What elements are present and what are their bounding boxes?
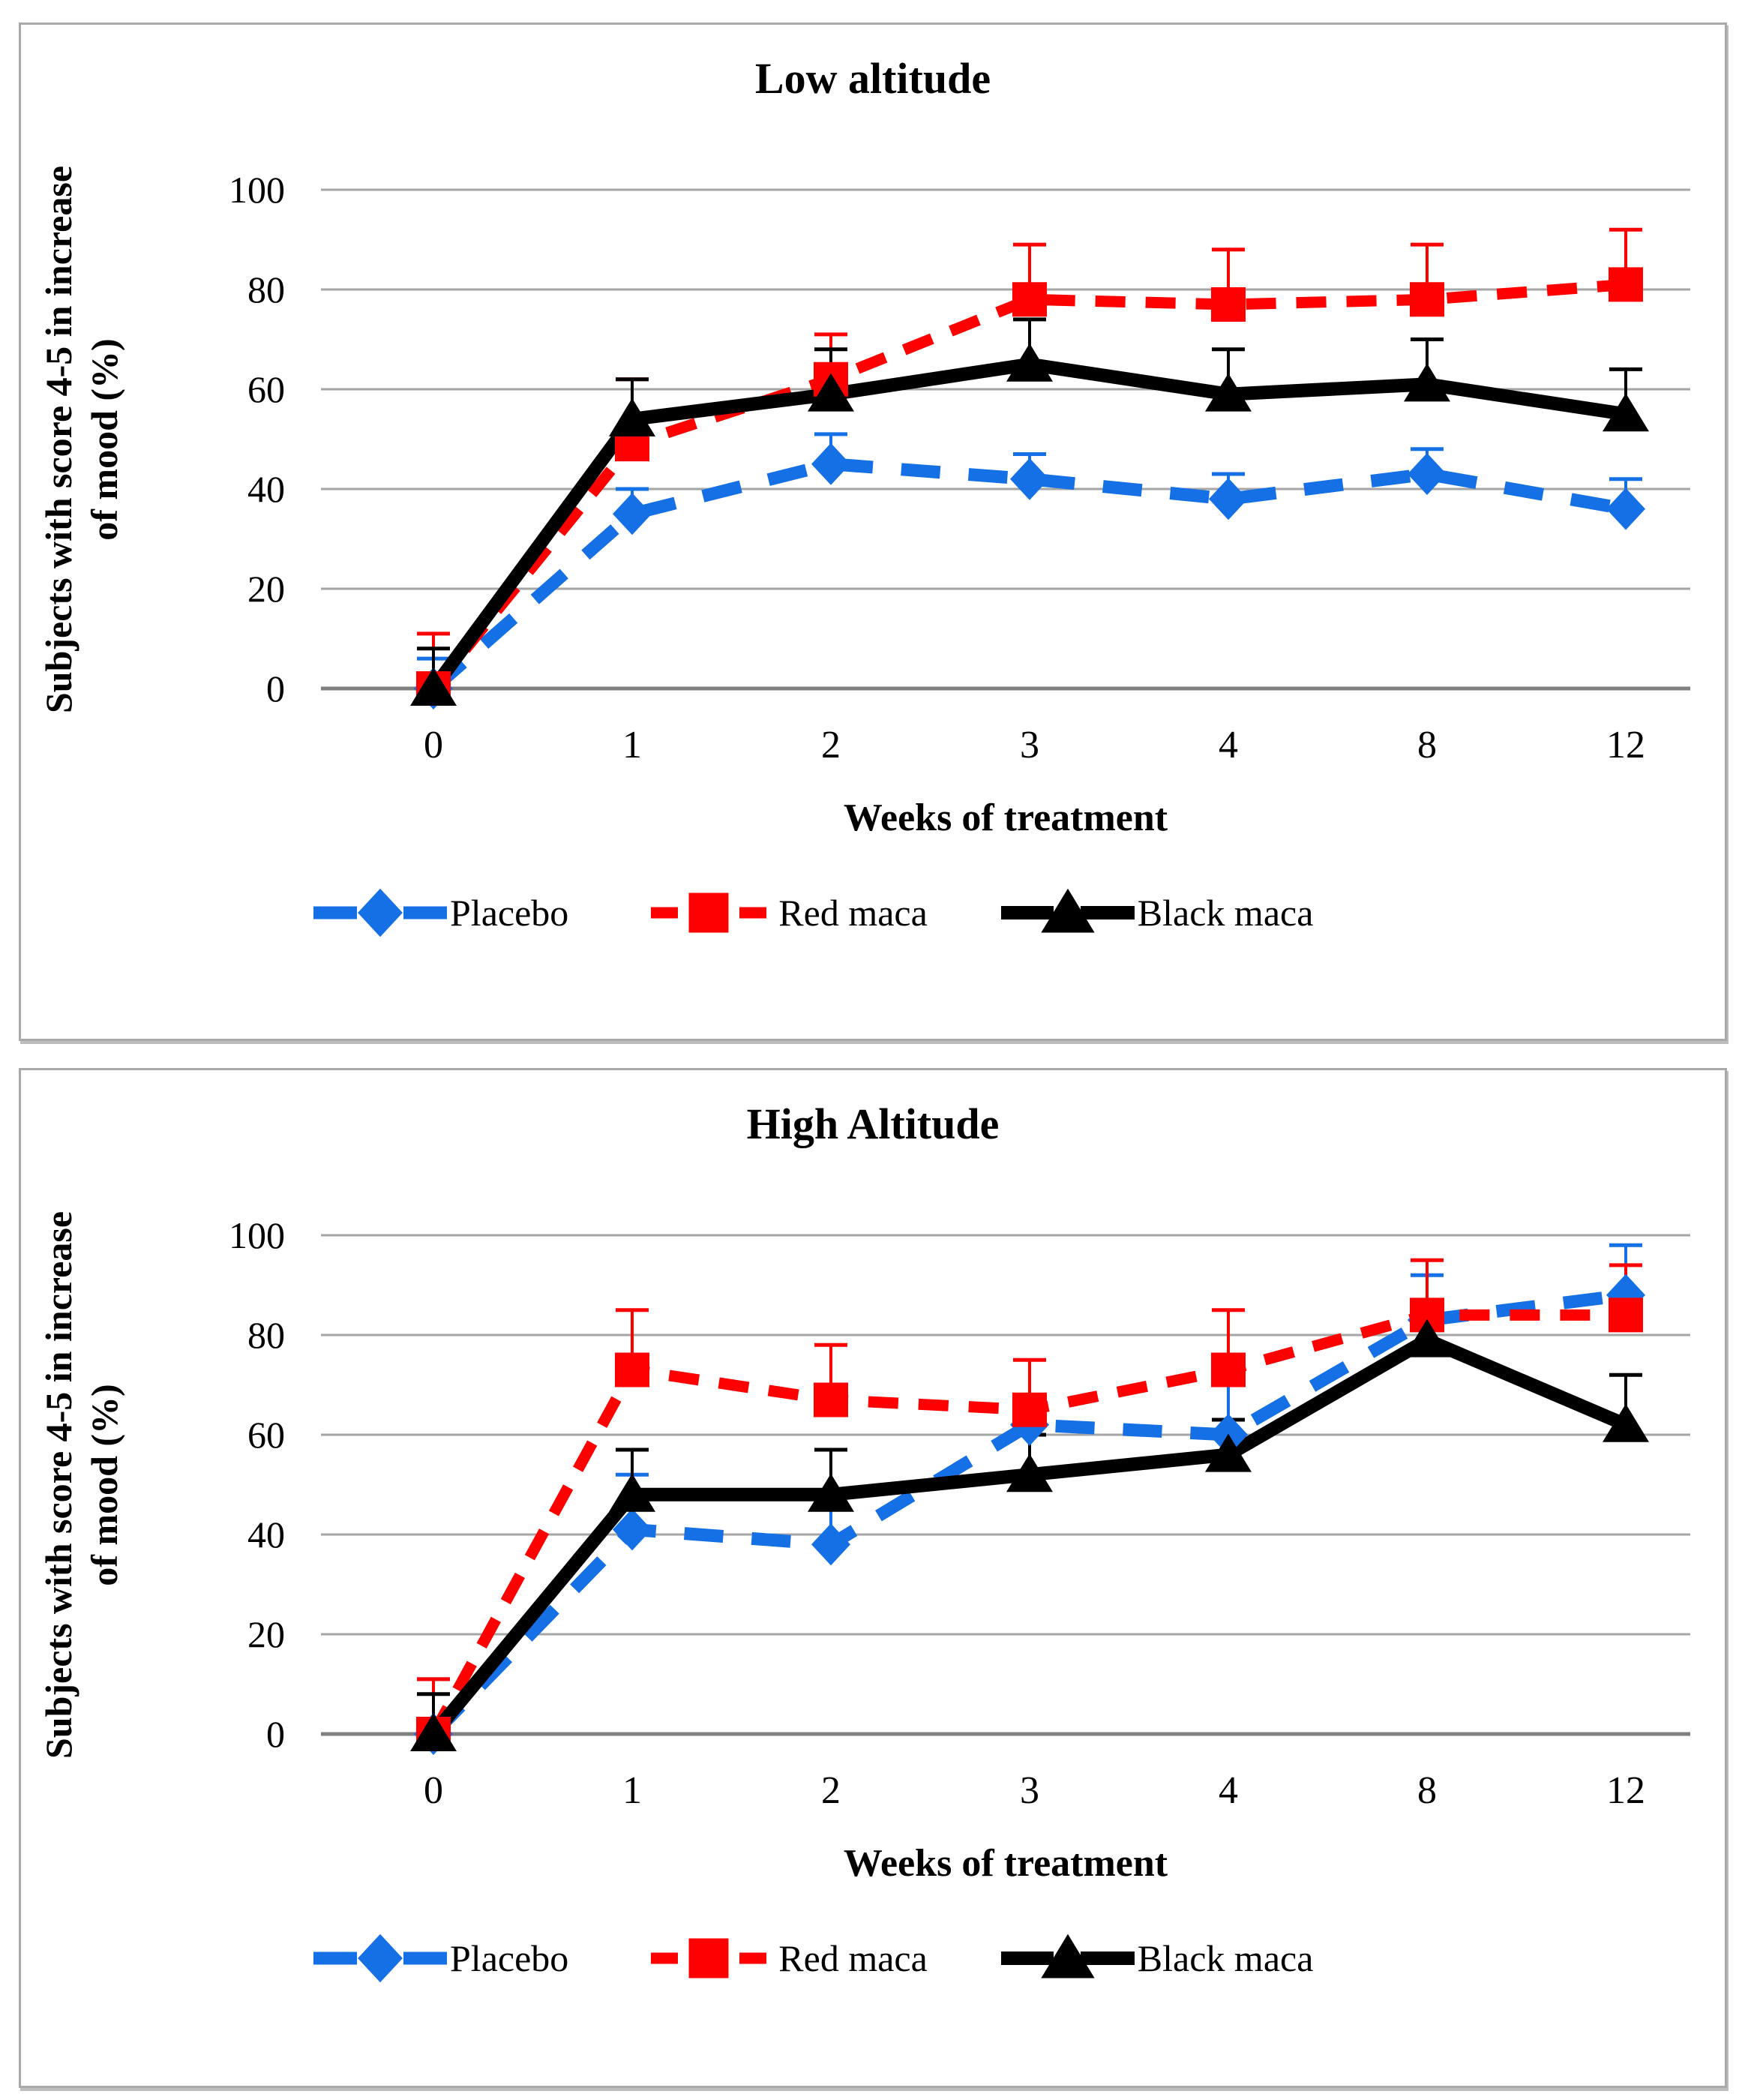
series-marker-red-maca — [1012, 1392, 1047, 1427]
y-tick-label: 40 — [247, 468, 285, 510]
series-marker-placebo — [1209, 478, 1248, 520]
x-tick-label: 2 — [821, 724, 841, 766]
low-altitude-panel: Low altitude Subjects with score 4-5 in … — [19, 22, 1727, 1041]
legend-item-placebo: Placebo — [312, 886, 568, 940]
series-marker-placebo — [613, 493, 652, 536]
x-tick-label: 0 — [424, 724, 443, 766]
legend: Placebo Red maca Black maca — [312, 1931, 1313, 1985]
series-marker-black-maca — [1404, 363, 1450, 402]
legend-item-placebo: Placebo — [312, 1931, 568, 1985]
series-marker-red-maca — [1211, 286, 1246, 322]
series-marker-black-maca — [1205, 1433, 1252, 1472]
red-maca-line-marker-icon — [651, 1938, 767, 1978]
y-tick-label: 100 — [229, 1214, 285, 1256]
x-tick-label: 8 — [1417, 1769, 1437, 1812]
series-marker-placebo — [1010, 458, 1049, 500]
series-marker-placebo — [811, 442, 850, 485]
legend-label-black-maca: Black maca — [1137, 892, 1314, 934]
series-marker-red-maca — [615, 1352, 649, 1388]
y-tick-label: 60 — [247, 368, 285, 410]
y-tick-label: 20 — [247, 1613, 285, 1655]
series-marker-black-maca — [410, 1713, 457, 1751]
x-axis-label: Weeks of treatment — [843, 796, 1168, 839]
placebo-line-marker-icon — [313, 888, 447, 938]
series-marker-red-maca — [1609, 267, 1643, 302]
legend-item-black-maca: Black maca — [1000, 1931, 1314, 1985]
series-marker-red-maca — [1609, 1298, 1643, 1333]
series-marker-black-maca — [410, 668, 457, 706]
series-marker-red-maca — [814, 1382, 848, 1418]
series-marker-black-maca — [1603, 1403, 1649, 1442]
legend-label-red-maca: Red maca — [778, 1937, 928, 1979]
series-marker-black-maca — [1404, 1318, 1450, 1358]
legend-marker-red-maca — [688, 1938, 729, 1978]
legend-marker-black-maca — [1041, 1934, 1095, 1978]
placebo-line-marker-icon — [313, 1934, 447, 1983]
series-marker-black-maca — [1205, 373, 1252, 412]
chart-title: High Altitude — [746, 1100, 1000, 1148]
legend-item-red-maca: Red maca — [640, 886, 928, 940]
y-tick-label: 40 — [247, 1514, 285, 1556]
black-maca-line-marker-icon — [1000, 888, 1135, 933]
y-tick-label: 0 — [266, 668, 285, 710]
series-marker-placebo — [1408, 453, 1447, 496]
high-altitude-panel: High Altitude Subjects with score 4-5 in… — [19, 1068, 1727, 2088]
series-marker-red-maca — [1211, 1352, 1246, 1388]
series-marker-black-maca — [1603, 393, 1649, 432]
series-marker-black-maca — [1006, 1454, 1053, 1492]
x-tick-label: 12 — [1606, 1769, 1645, 1812]
legend-label-placebo: Placebo — [450, 1937, 569, 1979]
y-tick-label: 80 — [247, 268, 285, 310]
series-marker-black-maca — [1006, 343, 1053, 382]
series-marker-placebo — [811, 1523, 850, 1566]
x-tick-label: 4 — [1219, 1769, 1238, 1812]
chart-title: Low altitude — [754, 54, 991, 103]
legend-item-black-maca: Black maca — [1000, 886, 1314, 940]
series-marker-black-maca — [808, 373, 854, 412]
legend-marker-placebo — [358, 888, 403, 938]
x-tick-label: 1 — [622, 1769, 642, 1812]
x-tick-label: 2 — [821, 1769, 841, 1812]
series-marker-placebo — [1606, 488, 1645, 530]
legend-item-red-maca: Red maca — [640, 1931, 928, 1985]
x-tick-label: 3 — [1020, 724, 1039, 766]
y-tick-label: 60 — [247, 1414, 285, 1456]
legend-marker-placebo — [358, 1934, 403, 1983]
y-tick-label: 80 — [247, 1314, 285, 1356]
legend: Placebo Red maca Black maca — [312, 886, 1313, 940]
x-tick-label: 3 — [1020, 1769, 1039, 1812]
y-tick-label: 0 — [266, 1713, 285, 1755]
y-tick-label: 20 — [247, 568, 285, 610]
legend-label-black-maca: Black maca — [1137, 1937, 1314, 1979]
x-tick-label: 12 — [1606, 724, 1645, 766]
series-marker-placebo — [1606, 1274, 1645, 1316]
x-tick-label: 4 — [1219, 724, 1238, 766]
legend-marker-red-maca — [688, 892, 729, 933]
legend-label-placebo: Placebo — [450, 892, 569, 934]
x-tick-label: 8 — [1417, 724, 1437, 766]
x-axis-label: Weeks of treatment — [843, 1842, 1168, 1885]
legend-label-red-maca: Red maca — [778, 892, 928, 934]
y-tick-label: 100 — [229, 169, 285, 211]
series-marker-black-maca — [808, 1473, 854, 1512]
series-marker-red-maca — [1012, 282, 1047, 317]
legend-marker-black-maca — [1041, 888, 1095, 933]
x-tick-label: 0 — [424, 1769, 443, 1812]
series-marker-black-maca — [609, 1473, 655, 1512]
x-tick-label: 1 — [622, 724, 642, 766]
series-marker-black-maca — [609, 398, 655, 436]
series-marker-red-maca — [1410, 1298, 1444, 1333]
black-maca-line-marker-icon — [1000, 1934, 1135, 1978]
series-marker-red-maca — [1410, 282, 1444, 317]
red-maca-line-marker-icon — [651, 892, 767, 933]
